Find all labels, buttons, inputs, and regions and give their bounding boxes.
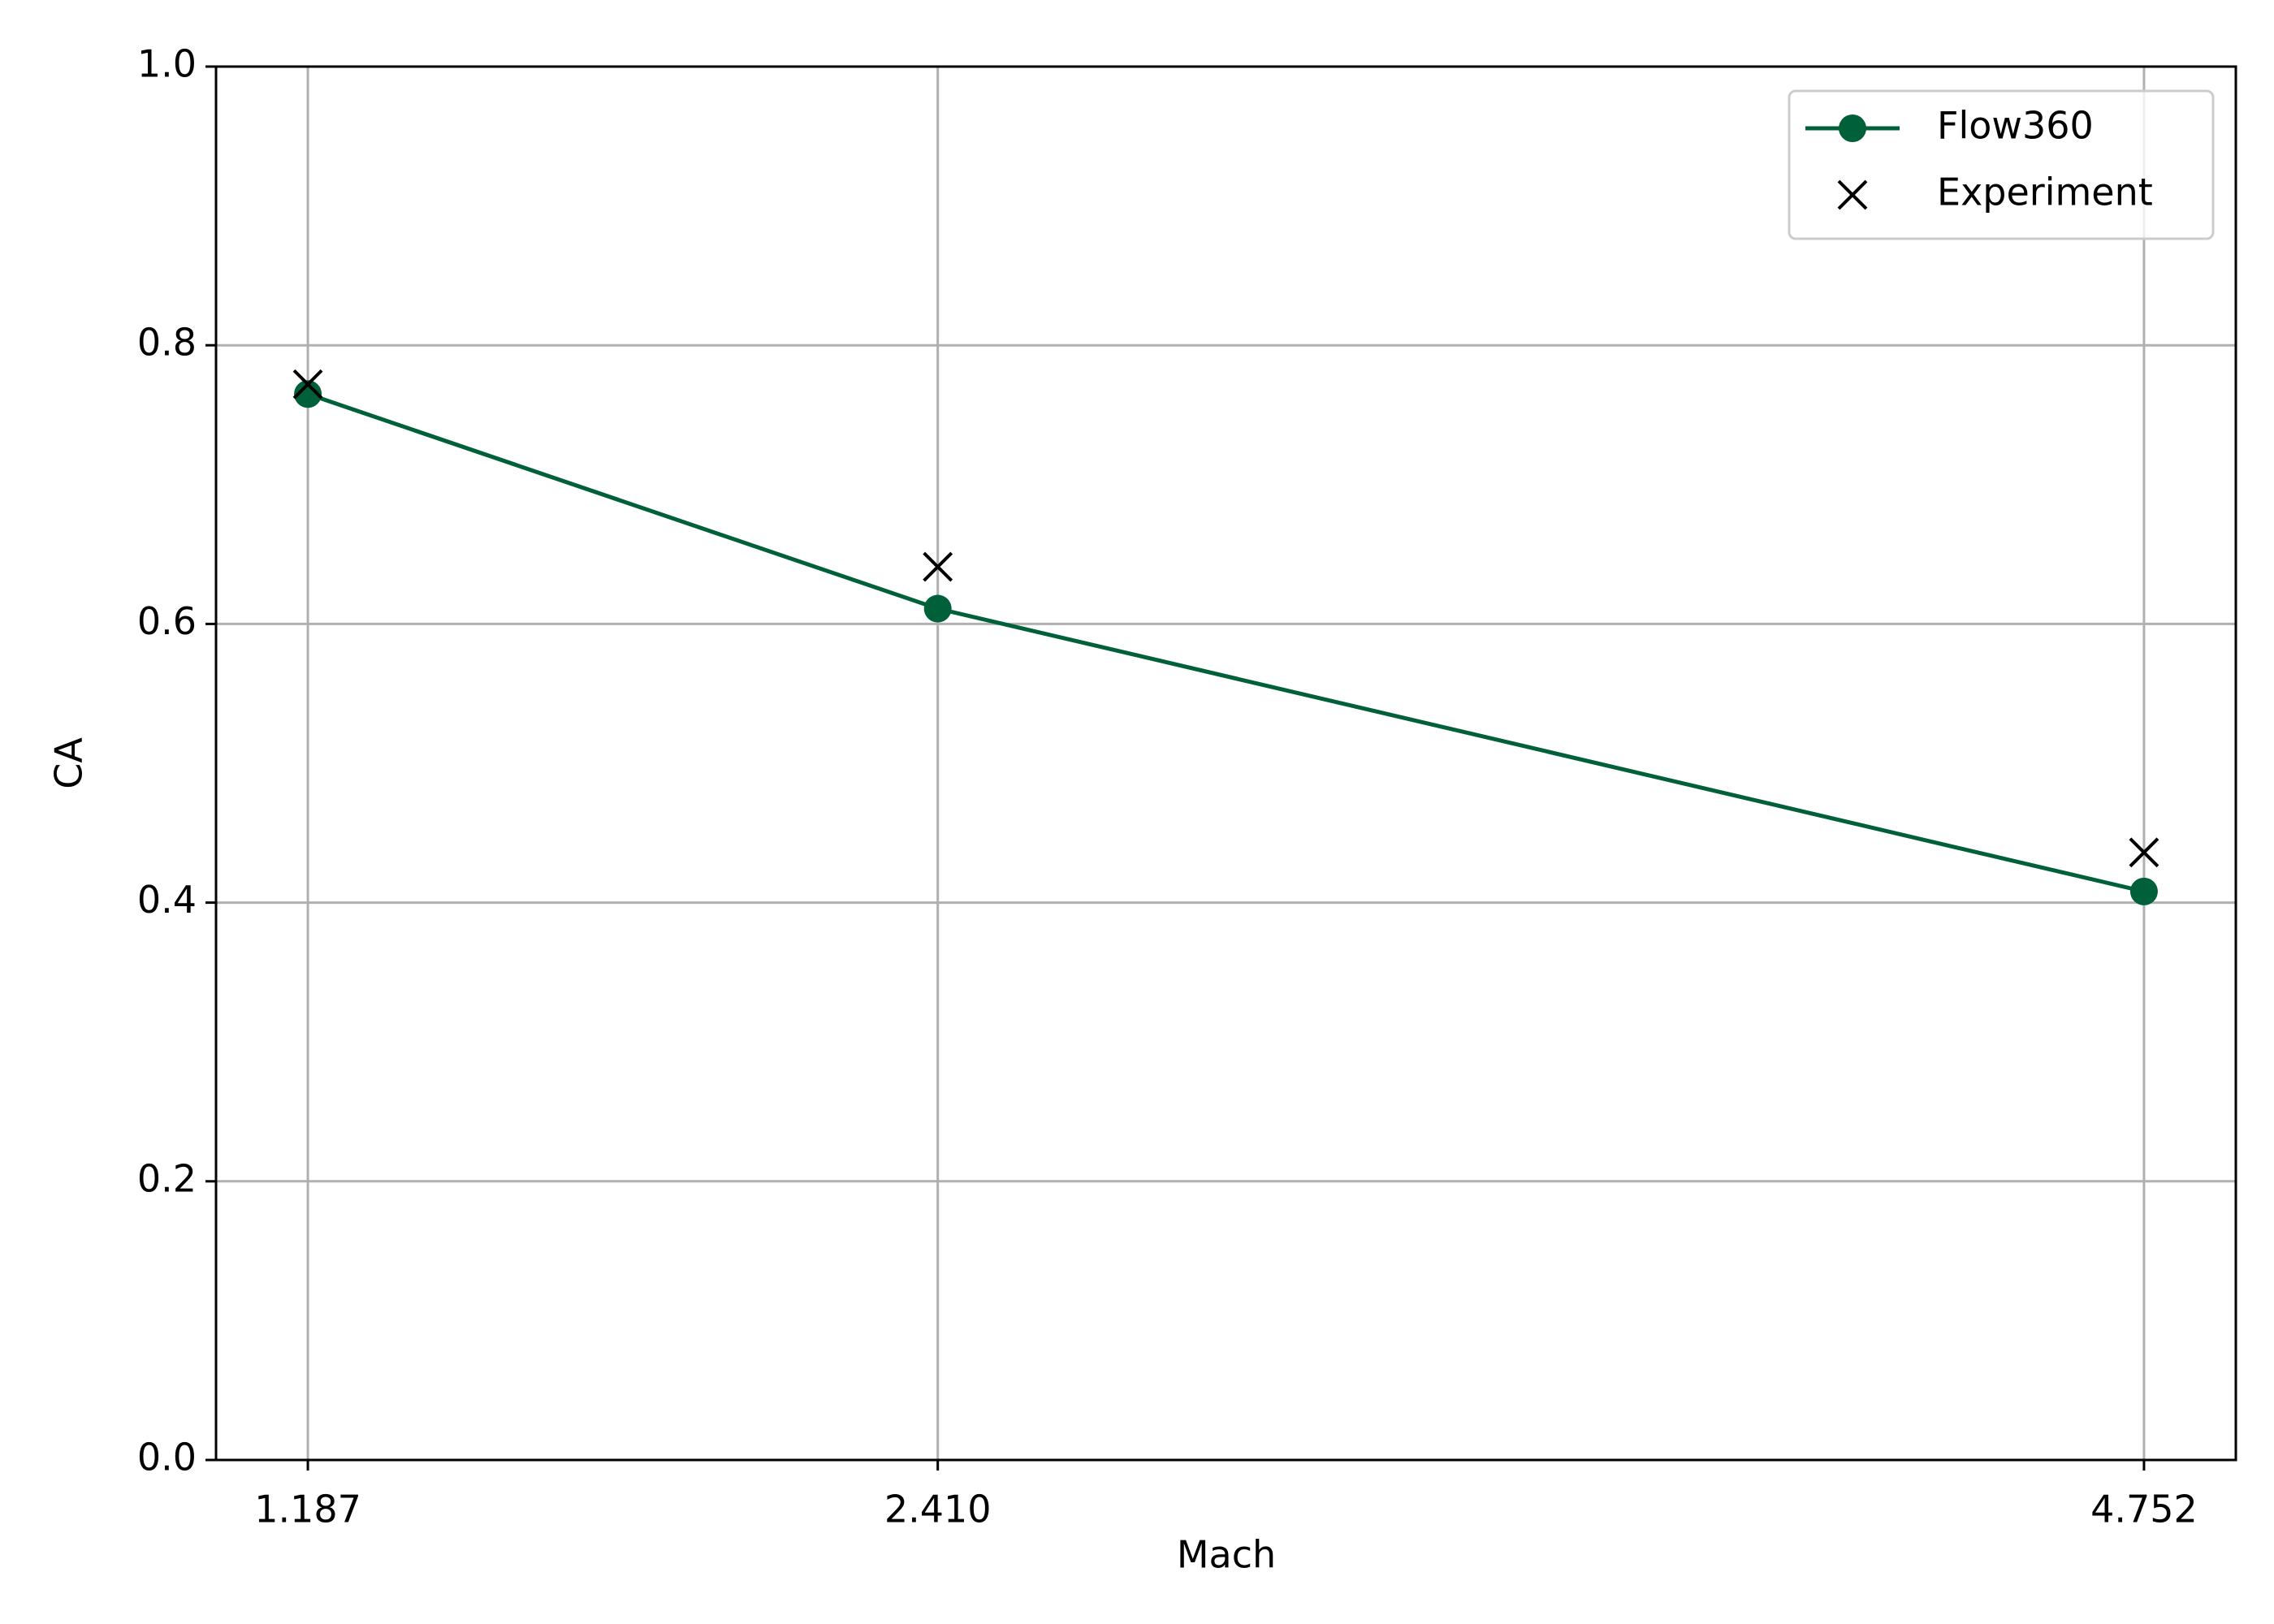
marker [923,551,953,582]
marker [923,594,952,623]
y-tick-label: 0.8 [137,321,197,365]
x-tick-label: 1.187 [254,1488,361,1531]
legend-label: Flow360 [1937,104,2094,148]
marker [2129,877,2158,905]
x-axis-label: Mach [1177,1533,1276,1577]
y-tick-label: 0.6 [137,599,197,643]
y-tick-label: 0.0 [137,1436,197,1479]
y-tick-label: 1.0 [137,42,197,86]
plot-frame [214,65,2237,1462]
marker [294,380,322,408]
legend-label: Experiment [1937,171,2153,214]
legend-marker [1837,179,1868,210]
x-tick-label: 4.752 [2090,1488,2198,1531]
y-tick-label: 0.4 [137,878,197,922]
legend-marker [1839,114,1866,142]
y-tick-label: 0.2 [137,1156,197,1200]
marker [2129,837,2159,868]
marker [292,369,323,400]
x-tick-label: 2.410 [884,1488,992,1531]
y-axis-label: CA [47,737,91,789]
